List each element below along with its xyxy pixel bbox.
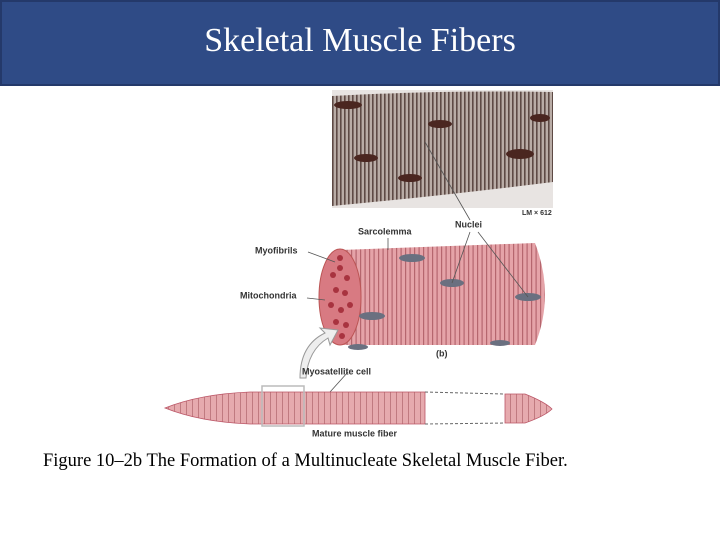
micrograph-nuclei <box>334 101 550 182</box>
label: Nuclei <box>455 219 482 229</box>
label: Myosatellite cell <box>302 366 371 376</box>
label: (b) <box>436 348 448 358</box>
label: Mature muscle fiber <box>312 428 398 438</box>
label: Sarcolemma <box>358 226 413 236</box>
micrograph <box>332 91 553 206</box>
arrow <box>299 327 339 379</box>
header-bar <box>0 0 720 86</box>
caption: Figure 10–2b The Formation of a Multinuc… <box>43 451 568 471</box>
slide-title: Skeletal Muscle Fibers <box>204 22 516 59</box>
label: Myofibrils <box>255 245 298 255</box>
fiber-end <box>318 248 362 346</box>
fiber-cylinder <box>340 243 545 345</box>
mature-fiber <box>163 391 426 425</box>
label: LM × 612 <box>522 210 552 217</box>
highlight-box <box>261 385 305 427</box>
mature-fiber-end <box>504 393 553 424</box>
label: Mitochondria <box>240 290 297 300</box>
myofibril-dots <box>328 255 353 339</box>
leader-lines <box>306 141 529 393</box>
dashed-outline <box>424 391 506 425</box>
